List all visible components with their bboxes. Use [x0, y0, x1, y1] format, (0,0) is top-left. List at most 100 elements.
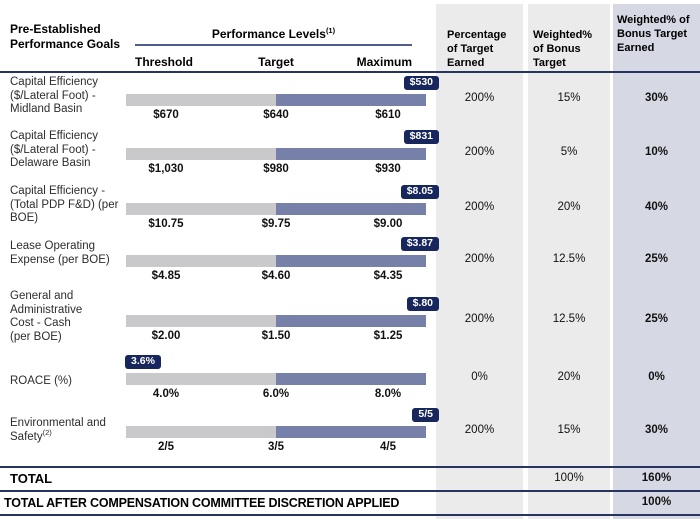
pct-earned-cell: 200% [464, 253, 495, 265]
target-value: 6.0% [262, 388, 290, 400]
bar-target-max-segment [276, 315, 426, 327]
performance-bar [126, 255, 426, 267]
maximum-value: 8.0% [374, 388, 402, 400]
result-chip: $.80 [406, 297, 439, 311]
maximum-value: $610 [375, 109, 401, 121]
bar-target-max-segment [276, 373, 426, 385]
weight-cell: 15% [557, 424, 581, 436]
levels-footnote-marker: (1) [325, 26, 336, 35]
goal-label: Capital Efficiency ($/Lateral Foot) - De… [10, 130, 98, 169]
target-value: $640 [263, 109, 289, 121]
weight-cell: 20% [557, 371, 581, 383]
bar-target-max-segment [276, 148, 426, 160]
total-separator-line [0, 466, 700, 468]
weighted-earned-cell: 30% [644, 92, 669, 104]
result-chip: 5/5 [412, 408, 439, 422]
pct-earned-column-band [436, 4, 523, 519]
table-row: Capital Efficiency ($/Lateral Foot) - Mi… [0, 76, 700, 126]
performance-bar [126, 94, 426, 106]
weight-cell: 12.5% [552, 313, 586, 325]
weight-cell: 5% [560, 146, 578, 158]
bar-threshold-segment [126, 373, 276, 385]
maximum-value: $930 [375, 163, 401, 175]
table-row: General and Administrative Cost - Cash (… [0, 290, 700, 347]
final-row-label: TOTAL AFTER COMPENSATION COMMITTEE DISCR… [4, 496, 400, 510]
weight-cell: 15% [557, 92, 581, 104]
total-row-label: TOTAL [10, 471, 53, 486]
goal-label: General and Administrative Cost - Cash (… [10, 290, 83, 343]
bottom-border-line [0, 514, 700, 516]
header-separator-line [0, 71, 700, 73]
pct-earned-column-header: Percentage of Target Earned [447, 29, 507, 69]
result-chip: $530 [403, 76, 439, 90]
bar-threshold-segment [126, 426, 276, 438]
threshold-value: $670 [153, 109, 179, 121]
pct-earned-cell: 200% [464, 313, 495, 325]
performance-bar [126, 148, 426, 160]
weight-cell: 12.5% [552, 253, 586, 265]
table-row: ROACE (%) 3.6% 4.0% 6.0% 8.0% 0% 20% 0% [0, 355, 700, 405]
goal-label: Environmental and Safety(2) [10, 417, 134, 444]
pct-earned-cell: 0% [471, 371, 488, 383]
final-separator-line [0, 490, 700, 492]
threshold-value: $2.00 [151, 330, 181, 342]
bar-target-max-segment [276, 94, 426, 106]
result-chip: $831 [403, 130, 439, 144]
total-weight-cell: 100% [554, 472, 584, 484]
table-row: Environmental and Safety(2) 5/5 2/5 3/5 … [0, 408, 700, 458]
performance-bar [126, 315, 426, 327]
goal-footnote-marker: (2) [42, 427, 52, 437]
bar-threshold-segment [126, 94, 276, 106]
result-chip: $3.87 [400, 237, 439, 251]
result-chip: $8.05 [400, 185, 439, 199]
pct-earned-cell: 200% [464, 92, 495, 104]
pct-earned-cell: 200% [464, 424, 495, 436]
target-value: $9.75 [261, 218, 291, 230]
target-value: $4.60 [261, 270, 291, 282]
maximum-value: $9.00 [373, 218, 403, 230]
pct-earned-cell: 200% [464, 146, 495, 158]
bar-target-max-segment [276, 255, 426, 267]
threshold-value: 4.0% [152, 388, 180, 400]
threshold-value: $4.85 [151, 270, 181, 282]
maximum-value: $1.25 [373, 330, 403, 342]
threshold-column-header: Threshold [135, 55, 194, 69]
maximum-value: 4/5 [380, 441, 396, 453]
total-weighted-earned-cell: 160% [641, 472, 672, 484]
performance-bar [126, 203, 426, 215]
weighted-earned-cell: 30% [644, 424, 669, 436]
bar-target-max-segment [276, 426, 426, 438]
weighted-earned-column-header: Weighted% of Bonus Target Earned [617, 14, 690, 54]
table-row: Capital Efficiency - (Total PDP F&D) (pe… [0, 185, 700, 235]
bar-threshold-segment [126, 315, 276, 327]
target-value: $980 [263, 163, 289, 175]
table-row: Capital Efficiency ($/Lateral Foot) - De… [0, 130, 700, 180]
performance-bar [126, 426, 426, 438]
table-row: Lease Operating Expense (per BOE) $3.87 … [0, 237, 700, 287]
maximum-value: $4.35 [373, 270, 403, 282]
weighted-earned-column-band [613, 4, 700, 519]
weighted-earned-cell: 40% [644, 201, 669, 213]
goal-label: Lease Operating Expense (per BOE) [10, 240, 110, 266]
result-chip: 3.6% [125, 355, 161, 369]
threshold-value: $10.75 [148, 218, 184, 230]
bar-threshold-segment [126, 255, 276, 267]
performance-bar [126, 373, 426, 385]
weight-column-header: Weighted% of Bonus Target [533, 29, 593, 69]
weighted-earned-cell: 0% [648, 371, 665, 383]
goal-label: Capital Efficiency ($/Lateral Foot) - Mi… [10, 76, 98, 115]
target-value: 3/5 [268, 441, 284, 453]
performance-levels-label: Performance Levels [211, 27, 326, 41]
maximum-column-header: Maximum [356, 55, 412, 69]
performance-levels-group-header: Performance Levels(1) [135, 27, 412, 41]
goal-label-text: Environmental and Safety [10, 417, 106, 443]
threshold-value: 2/5 [158, 441, 174, 453]
threshold-value: $1,030 [148, 163, 184, 175]
weighted-earned-cell: 10% [644, 146, 669, 158]
weight-column-band [528, 4, 610, 519]
weighted-earned-cell: 25% [644, 253, 669, 265]
bar-target-max-segment [276, 203, 426, 215]
pct-earned-cell: 200% [464, 201, 495, 213]
bar-threshold-segment [126, 148, 276, 160]
